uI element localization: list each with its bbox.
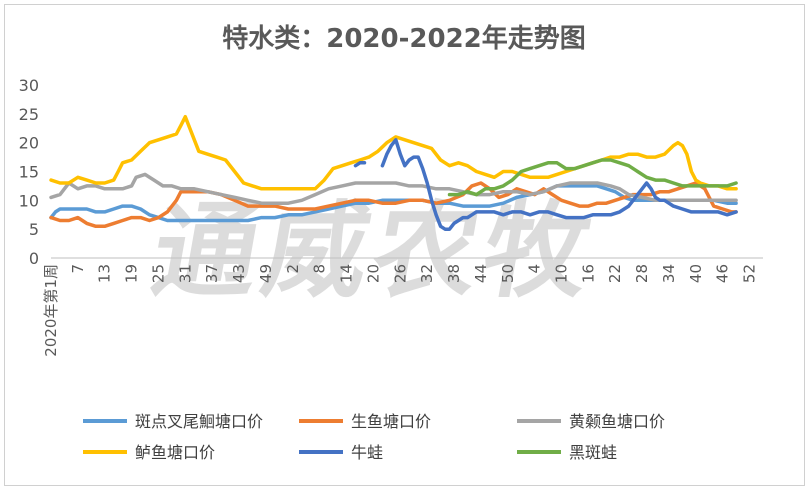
y-tick-label: 30	[19, 76, 39, 95]
legend-label-5: 牛蛙	[351, 443, 383, 462]
x-tick-label: 34	[660, 264, 678, 283]
x-tick-label: 16	[579, 264, 597, 283]
y-tick-label: 10	[19, 191, 39, 210]
x-tick-label: 8	[311, 264, 329, 274]
series-line-6	[447, 158, 738, 197]
y-tick-label: 15	[19, 163, 39, 182]
legend-label-1: 斑点叉尾鮰塘口价	[135, 412, 263, 431]
x-tick-label: 44	[472, 264, 490, 283]
legend-label-3: 黄颡鱼塘口价	[569, 412, 665, 431]
series-line-5	[380, 138, 738, 231]
chart-title: 特水类：2020-2022年走势图	[222, 23, 586, 54]
y-tick-label: 0	[29, 249, 39, 268]
y-tick-label: 25	[19, 105, 39, 124]
x-tick-label: 26	[391, 264, 409, 283]
x-tick-label: 25	[149, 264, 167, 283]
x-tick-label: 10	[552, 264, 570, 283]
legend-label-4: 鲈鱼塘口价	[135, 443, 215, 462]
watermark-text: 通威农牧	[144, 191, 605, 312]
x-tick-label: 13	[96, 264, 114, 283]
y-tick-label: 20	[19, 134, 39, 153]
x-tick-label: 49	[257, 264, 275, 283]
y-tick-label: 5	[29, 220, 39, 239]
x-tick-label: 14	[338, 264, 356, 283]
series-line-2	[49, 181, 738, 229]
x-tick-label: 37	[203, 264, 221, 283]
series-line-4	[49, 114, 738, 191]
x-tick-label: 46	[714, 264, 732, 283]
x-tick-label: 52	[741, 264, 759, 283]
x-tick-label: 32	[418, 264, 436, 283]
x-tick-label: 40	[687, 264, 705, 283]
x-tick-label: 7	[69, 264, 87, 274]
x-tick-label: 2020年第1周	[42, 264, 60, 357]
series-line-5	[353, 161, 367, 168]
x-tick-label: 20	[364, 264, 382, 283]
x-tick-label: 22	[606, 264, 624, 283]
legend-label-2: 生鱼塘口价	[351, 412, 431, 431]
chart-frame: 特水类：2020-2022年走势图通威农牧 0 5 10 15 20 25 30 2020年第1…	[4, 4, 805, 486]
x-tick-label: 31	[176, 264, 194, 283]
series-line-3	[49, 172, 738, 205]
legend-label-6: 黑斑蛙	[569, 443, 617, 462]
x-tick-label: 2	[284, 264, 302, 274]
x-tick-label: 50	[499, 264, 517, 283]
x-tick-label: 19	[123, 264, 141, 283]
x-tick-label: 38	[445, 264, 463, 283]
x-tick-label: 4	[526, 264, 544, 274]
x-tick-label: 43	[230, 264, 248, 283]
x-tick-label: 28	[633, 264, 651, 283]
